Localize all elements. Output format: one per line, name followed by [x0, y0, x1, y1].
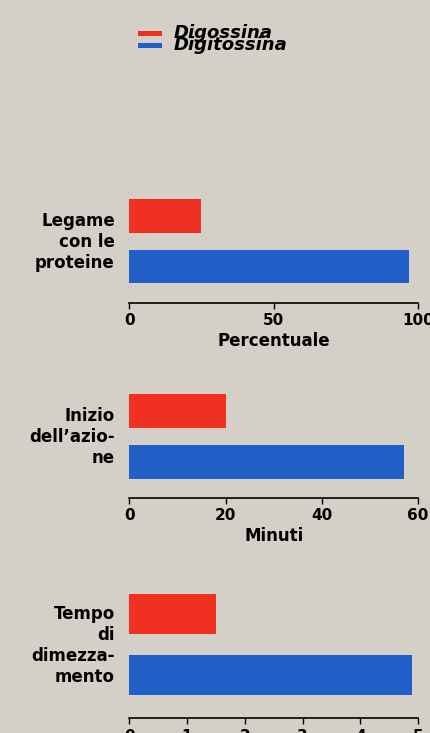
Bar: [129, 250, 408, 284]
Text: Digitossina: Digitossina: [173, 37, 286, 54]
Y-axis label: Tempo
di
dimezza-
mento: Tempo di dimezza- mento: [31, 605, 114, 685]
Y-axis label: Inizio
dell’azio-
ne: Inizio dell’azio- ne: [29, 408, 114, 467]
Bar: [129, 199, 201, 233]
Bar: [138, 43, 161, 48]
Bar: [129, 655, 412, 695]
Bar: [129, 594, 215, 634]
Bar: [129, 445, 402, 479]
X-axis label: Minuti: Minuti: [243, 528, 303, 545]
Bar: [138, 31, 161, 36]
Y-axis label: Legame
con le
proteine: Legame con le proteine: [35, 212, 114, 272]
Text: Digossina: Digossina: [173, 24, 272, 43]
X-axis label: Percentuale: Percentuale: [217, 332, 329, 350]
Bar: [129, 394, 225, 428]
